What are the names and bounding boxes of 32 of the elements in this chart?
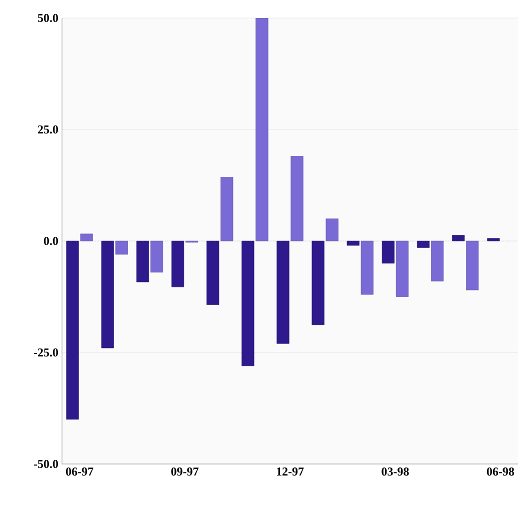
- bar: [276, 240, 290, 344]
- bar: [150, 240, 163, 272]
- bar: [220, 177, 234, 242]
- bar: [290, 156, 304, 242]
- bar: [326, 218, 338, 242]
- x-tick-label: 12-97: [276, 468, 304, 476]
- y-tick-label: -50.0: [34, 460, 58, 468]
- y-tick-label: 50.0: [38, 14, 58, 22]
- bar: [431, 240, 444, 282]
- y-tick-label: 0.0: [44, 236, 58, 246]
- bar: [256, 18, 268, 242]
- bar: [242, 240, 254, 366]
- bar: [452, 235, 465, 242]
- bar: [312, 240, 324, 325]
- bar: [487, 238, 500, 242]
- x-tick-label: 09-97: [171, 468, 198, 476]
- x-tick-label: 06-97: [66, 468, 94, 476]
- x-tick-label: 03-98: [382, 468, 409, 476]
- bar: [101, 240, 114, 348]
- bar: [382, 240, 395, 264]
- bar: [66, 240, 79, 420]
- bar: [171, 240, 184, 288]
- y-tick-label: 25.0: [38, 125, 58, 134]
- bar: [346, 240, 360, 246]
- bar: [206, 240, 220, 305]
- bar: [396, 240, 409, 297]
- bar: [136, 240, 149, 282]
- bar: [360, 240, 374, 295]
- bar: [466, 240, 479, 290]
- bar: [417, 240, 430, 248]
- x-tick-label: 06-98: [486, 468, 514, 476]
- y-tick-label: -25.0: [34, 348, 58, 357]
